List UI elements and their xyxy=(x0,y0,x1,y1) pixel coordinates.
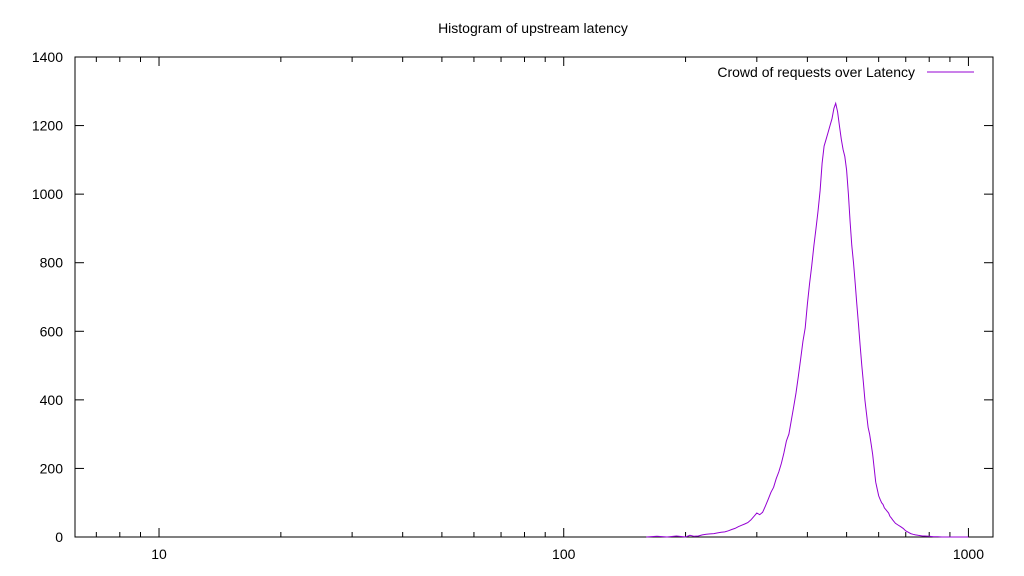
series-layer xyxy=(646,101,969,538)
legend-label: Crowd of requests over Latency xyxy=(717,64,915,80)
y-tick-label: 200 xyxy=(40,460,64,476)
y-tick-label: 800 xyxy=(40,255,64,271)
x-tick-label: 1000 xyxy=(953,546,984,562)
x-tick-label: 100 xyxy=(552,546,576,562)
y-tick-label: 1000 xyxy=(32,186,63,202)
chart-title: Histogram of upstream latency xyxy=(438,20,628,36)
plot-frame xyxy=(74,56,994,538)
y-tick-label: 1200 xyxy=(32,118,63,134)
y-axis: 0 200 400 600 800 1000 1200 1400 xyxy=(32,49,993,545)
x-axis: 10 100 1000 xyxy=(95,57,984,562)
legend: Crowd of requests over Latency xyxy=(717,64,974,80)
y-tick-label: 600 xyxy=(40,323,64,339)
y-tick-label: 400 xyxy=(40,392,64,408)
x-tick-label: 10 xyxy=(151,546,167,562)
y-tick-label: 0 xyxy=(55,529,63,545)
y-tick-label: 1400 xyxy=(32,49,63,65)
series-line xyxy=(646,101,969,538)
